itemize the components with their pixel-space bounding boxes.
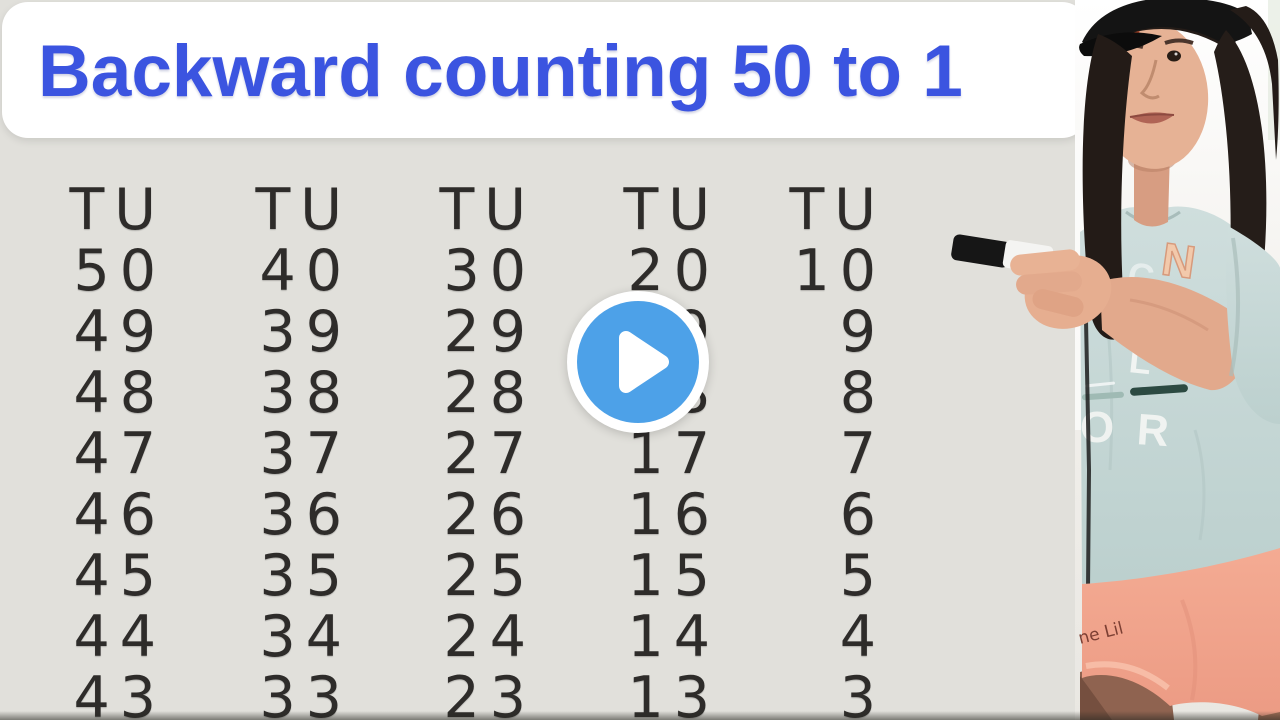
number-cell: 36 <box>259 482 352 548</box>
strap-line <box>1084 319 1092 591</box>
number-cell: 46 <box>73 482 166 548</box>
number-cell: 33 <box>259 665 352 720</box>
number-cell: 7 <box>839 421 886 487</box>
play-button[interactable] <box>567 291 709 433</box>
number-cell: 50 <box>73 238 166 304</box>
page-title: Backward counting 50 to 1 <box>38 31 963 112</box>
counting-column-1: TU 50 49 48 47 46 45 44 43 <box>52 180 156 720</box>
number-cell: 44 <box>73 604 166 670</box>
title-banner: Backward counting 50 to 1 <box>2 2 1088 138</box>
number-cell: 4 <box>839 604 886 670</box>
number-cell: 49 <box>73 299 166 365</box>
play-icon <box>619 331 669 393</box>
counting-column-3: TU 30 29 28 27 26 25 24 23 <box>422 180 526 720</box>
column-header: TU <box>789 177 886 243</box>
number-cell: 6 <box>839 482 886 548</box>
number-cell: 8 <box>839 360 886 426</box>
counting-column-5: TU 10 9 8 7 6 5 4 3 <box>772 180 876 720</box>
number-cell: 40 <box>259 238 352 304</box>
number-cell: 28 <box>443 360 536 426</box>
marker-tip <box>951 234 1011 268</box>
number-cell: 23 <box>443 665 536 720</box>
number-cell: 15 <box>627 543 720 609</box>
number-cell: 34 <box>259 604 352 670</box>
number-cell: 17 <box>627 421 720 487</box>
number-cell: 45 <box>73 543 166 609</box>
number-cell: 48 <box>73 360 166 426</box>
play-button-circle <box>577 301 699 423</box>
counting-table: TU 50 49 48 47 46 45 44 43 TU 40 39 38 37 36 35 34 33 TU… <box>52 180 876 720</box>
number-cell: 35 <box>259 543 352 609</box>
number-cell: 47 <box>73 421 166 487</box>
number-cell: 14 <box>627 604 720 670</box>
child-photo: C N L O R ne Lil <box>951 0 1280 720</box>
shirt-letter-o: O <box>1080 403 1114 452</box>
column-header: TU <box>69 177 166 243</box>
number-cell: 39 <box>259 299 352 365</box>
column-header: TU <box>623 177 720 243</box>
eye-right <box>1167 50 1181 62</box>
number-cell: 13 <box>627 665 720 720</box>
shorts: ne Lil <box>1076 548 1280 716</box>
number-cell: 26 <box>443 482 536 548</box>
number-cell: 3 <box>839 665 886 720</box>
shirt-letter-n: N <box>1159 232 1199 288</box>
column-header: TU <box>439 177 536 243</box>
column-header: TU <box>255 177 352 243</box>
nose <box>1139 59 1160 100</box>
middle-finger <box>1016 271 1082 295</box>
tshirt-print: C N L O R <box>1080 232 1200 457</box>
counting-column-2: TU 40 39 38 37 36 35 34 33 <box>238 180 342 720</box>
number-cell: 29 <box>443 299 536 365</box>
counting-column-4: TU2019181716151413 <box>606 180 710 720</box>
number-cell: 30 <box>443 238 536 304</box>
hand <box>1010 249 1112 329</box>
number-cell: 43 <box>73 665 166 720</box>
number-cell: 9 <box>839 299 886 365</box>
index-finger <box>1010 249 1080 276</box>
thumb <box>1032 289 1084 317</box>
arm <box>1100 277 1249 391</box>
sleeve <box>1225 226 1280 424</box>
number-cell: 38 <box>259 360 352 426</box>
shirt-letter-r: R <box>1135 405 1170 456</box>
number-cell: 25 <box>443 543 536 609</box>
number-cell: 37 <box>259 421 352 487</box>
number-cell: 10 <box>793 238 886 304</box>
eyebrow-right <box>1164 38 1194 45</box>
number-cell: 5 <box>839 543 886 609</box>
number-cell: 27 <box>443 421 536 487</box>
number-cell: 16 <box>627 482 720 548</box>
number-cell: 24 <box>443 604 536 670</box>
